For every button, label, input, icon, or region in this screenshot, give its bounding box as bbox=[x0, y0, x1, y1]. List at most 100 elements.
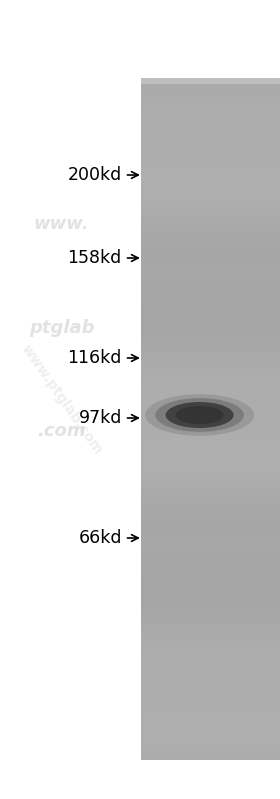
Bar bbox=[141, 459, 280, 463]
Bar bbox=[141, 187, 280, 191]
Bar bbox=[141, 146, 280, 150]
Bar bbox=[141, 210, 280, 214]
Bar bbox=[141, 416, 280, 420]
Bar bbox=[141, 208, 280, 212]
Bar bbox=[141, 352, 280, 356]
Bar bbox=[141, 523, 280, 527]
Bar bbox=[141, 276, 280, 280]
Bar bbox=[141, 641, 280, 645]
Bar bbox=[141, 409, 280, 413]
Bar bbox=[141, 312, 280, 316]
Bar bbox=[141, 452, 280, 456]
Bar bbox=[141, 192, 280, 196]
Bar bbox=[141, 733, 280, 737]
Bar bbox=[141, 400, 280, 404]
Bar bbox=[141, 298, 280, 302]
Bar bbox=[141, 233, 280, 237]
Bar bbox=[141, 629, 280, 633]
Bar bbox=[141, 487, 280, 491]
Bar bbox=[141, 423, 280, 427]
Bar bbox=[141, 384, 280, 388]
Bar bbox=[141, 244, 280, 248]
Bar bbox=[141, 725, 280, 728]
Bar bbox=[141, 509, 280, 513]
Bar bbox=[141, 570, 280, 574]
Bar bbox=[141, 335, 280, 339]
Bar bbox=[141, 491, 280, 495]
Bar bbox=[141, 287, 280, 291]
Bar bbox=[141, 530, 280, 534]
Bar bbox=[141, 268, 280, 272]
Bar bbox=[141, 169, 280, 173]
Bar bbox=[141, 203, 280, 207]
Bar bbox=[141, 185, 280, 189]
Bar bbox=[141, 425, 280, 429]
Bar bbox=[141, 173, 280, 177]
Bar bbox=[141, 584, 280, 588]
Bar bbox=[141, 479, 280, 483]
Bar bbox=[141, 504, 280, 508]
Bar bbox=[141, 137, 280, 141]
Bar bbox=[141, 684, 280, 687]
Bar bbox=[141, 419, 280, 422]
Bar bbox=[141, 319, 280, 323]
Bar bbox=[141, 183, 280, 186]
Bar bbox=[141, 339, 280, 343]
Bar bbox=[141, 546, 280, 549]
Bar bbox=[141, 435, 280, 438]
Bar bbox=[141, 360, 280, 364]
Bar bbox=[141, 559, 280, 562]
Bar bbox=[141, 709, 280, 713]
Bar bbox=[141, 443, 280, 447]
Bar bbox=[141, 498, 280, 502]
Bar bbox=[141, 729, 280, 733]
Bar bbox=[141, 337, 280, 340]
Bar bbox=[141, 609, 280, 613]
Bar bbox=[141, 162, 280, 166]
Bar bbox=[141, 541, 280, 545]
Bar bbox=[141, 563, 280, 567]
Bar bbox=[141, 237, 280, 241]
Bar bbox=[141, 176, 280, 180]
Bar bbox=[141, 574, 280, 578]
Bar bbox=[141, 672, 280, 676]
Bar bbox=[141, 167, 280, 171]
Bar bbox=[141, 670, 280, 674]
Bar bbox=[141, 745, 280, 749]
Bar bbox=[141, 81, 280, 85]
Bar bbox=[141, 308, 280, 311]
Bar bbox=[141, 351, 280, 354]
Bar bbox=[141, 282, 280, 286]
Bar bbox=[141, 368, 280, 372]
Bar bbox=[141, 475, 280, 479]
Bar bbox=[141, 557, 280, 561]
Bar bbox=[141, 303, 280, 307]
Bar bbox=[141, 355, 280, 359]
Bar bbox=[141, 213, 280, 216]
Bar bbox=[141, 742, 280, 746]
Bar bbox=[141, 330, 280, 334]
Bar bbox=[141, 296, 280, 300]
Bar bbox=[141, 151, 280, 155]
Bar bbox=[141, 89, 280, 93]
Bar bbox=[141, 392, 280, 395]
Bar bbox=[141, 600, 280, 603]
Bar bbox=[141, 527, 280, 531]
Bar bbox=[141, 484, 280, 488]
Bar bbox=[141, 631, 280, 635]
Bar bbox=[141, 482, 280, 486]
Bar bbox=[141, 500, 280, 504]
Bar bbox=[141, 441, 280, 445]
Bar bbox=[141, 271, 280, 275]
Bar bbox=[141, 248, 280, 252]
Bar bbox=[141, 450, 280, 454]
Bar bbox=[141, 738, 280, 741]
Bar bbox=[141, 432, 280, 436]
Bar bbox=[141, 153, 280, 157]
Bar bbox=[141, 156, 280, 159]
Ellipse shape bbox=[165, 402, 234, 428]
Bar bbox=[141, 713, 280, 717]
Bar bbox=[141, 695, 280, 699]
Bar bbox=[141, 165, 280, 169]
Bar bbox=[141, 78, 280, 84]
